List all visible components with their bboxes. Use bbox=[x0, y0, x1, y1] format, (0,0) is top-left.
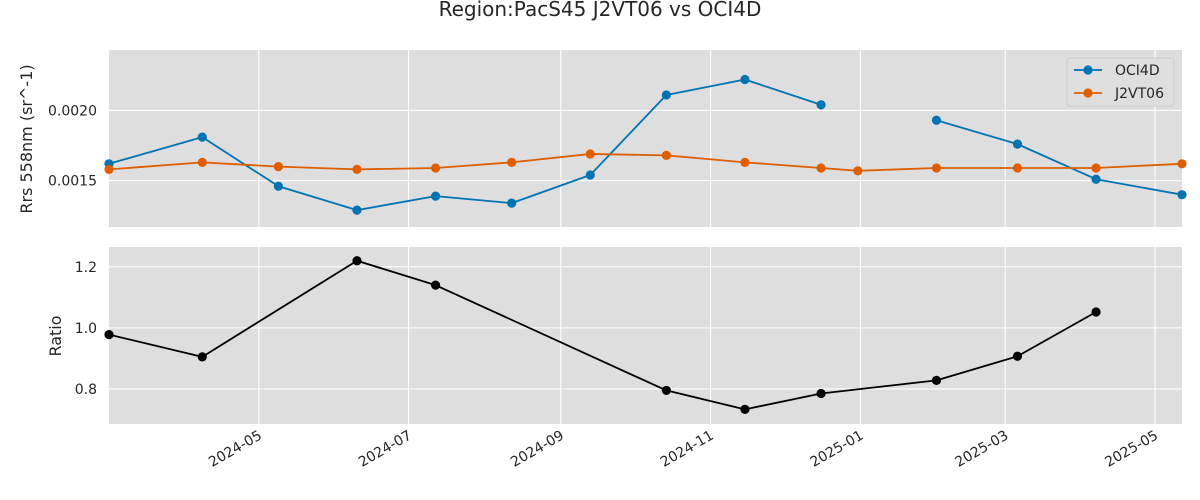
data-point-j2vt06 bbox=[1012, 163, 1023, 173]
top-panel-series bbox=[104, 74, 1187, 215]
legend: OCI4D J2VT06 bbox=[1066, 57, 1175, 107]
data-point-ratio bbox=[352, 256, 362, 266]
data-point-oci4d bbox=[816, 100, 826, 110]
series-line-oci4d bbox=[936, 119, 1183, 196]
data-point-ratio bbox=[931, 375, 942, 385]
bottom-panel: 0.8 1.0 1.2 Ratio bbox=[46, 247, 1182, 424]
data-point-ratio bbox=[816, 388, 826, 399]
data-point-j2vt06 bbox=[1177, 159, 1187, 169]
data-point-j2vt06 bbox=[197, 157, 207, 167]
data-point-j2vt06 bbox=[740, 157, 750, 167]
data-point-ratio bbox=[1091, 307, 1101, 317]
legend-j2vt06-label: J2VT06 bbox=[1114, 86, 1164, 102]
data-point-j2vt06 bbox=[931, 163, 942, 173]
data-point-oci4d bbox=[1091, 174, 1101, 184]
data-point-j2vt06 bbox=[1091, 163, 1101, 173]
data-point-ratio bbox=[740, 404, 750, 414]
top-panel: 0.0015 0.0020 Rrs 558nm (sr^-1) OCI4D J2V… bbox=[17, 50, 1187, 227]
x-tick-label: 2025-03 bbox=[953, 428, 1012, 471]
legend-oci4d-marker bbox=[1083, 65, 1093, 75]
data-point-j2vt06 bbox=[816, 163, 826, 173]
x-tick-label: 2024-11 bbox=[658, 428, 717, 471]
bottom-panel-background bbox=[109, 247, 1182, 424]
data-point-j2vt06 bbox=[853, 166, 863, 176]
data-point-ratio bbox=[430, 280, 441, 290]
data-point-j2vt06 bbox=[507, 157, 517, 167]
bottom-panel-y-axis-label: Ratio bbox=[46, 315, 65, 356]
x-tick-label: 2024-07 bbox=[356, 428, 415, 471]
data-point-j2vt06 bbox=[585, 149, 595, 159]
data-point-oci4d bbox=[273, 181, 284, 191]
data-point-j2vt06 bbox=[430, 163, 441, 173]
data-point-oci4d bbox=[197, 132, 207, 142]
bottom-panel-series bbox=[104, 256, 1101, 414]
data-point-ratio bbox=[197, 352, 207, 362]
legend-oci4d-label: OCI4D bbox=[1115, 63, 1160, 79]
data-point-oci4d bbox=[1012, 139, 1023, 149]
top-panel-y-ticks: 0.0015 0.0020 bbox=[48, 103, 97, 189]
bottom-panel-y-ticks: 0.8 1.0 1.2 bbox=[75, 260, 97, 398]
data-point-j2vt06 bbox=[104, 164, 114, 174]
chart-title: Region:PacS45 J2VT06 vs OCI4D bbox=[439, 0, 762, 21]
y-tick-label: 0.8 bbox=[75, 382, 97, 398]
series-line-ratio bbox=[108, 259, 1097, 411]
y-tick-label: 1.2 bbox=[75, 260, 97, 276]
data-point-j2vt06 bbox=[273, 162, 284, 172]
y-tick-label: 1.0 bbox=[75, 321, 97, 337]
y-tick-label: 0.0020 bbox=[48, 103, 97, 119]
data-point-j2vt06 bbox=[661, 150, 671, 160]
data-point-oci4d bbox=[585, 170, 595, 180]
x-tick-label: 2024-05 bbox=[206, 428, 265, 471]
top-panel-background bbox=[109, 50, 1182, 227]
top-panel-grid bbox=[109, 50, 1182, 227]
data-point-j2vt06 bbox=[352, 164, 362, 174]
top-panel-y-axis-label: Rrs 558nm (sr^-1) bbox=[17, 64, 36, 213]
legend-j2vt06-marker bbox=[1083, 88, 1093, 98]
x-axis-ticks: 2024-05 2024-07 2024-09 2024-11 2025-01 2025-… bbox=[206, 428, 1161, 471]
data-point-oci4d bbox=[430, 191, 441, 201]
series-line-oci4d bbox=[108, 78, 822, 212]
data-point-oci4d bbox=[1177, 190, 1187, 200]
data-point-ratio bbox=[104, 329, 114, 340]
x-tick-label: 2024-09 bbox=[508, 428, 567, 471]
y-tick-label: 0.0015 bbox=[48, 174, 97, 190]
data-point-oci4d bbox=[740, 74, 750, 85]
data-point-oci4d bbox=[661, 90, 671, 100]
data-point-ratio bbox=[661, 385, 671, 396]
bottom-panel-grid bbox=[109, 247, 1182, 424]
data-point-oci4d bbox=[931, 115, 942, 125]
data-point-ratio bbox=[1012, 351, 1023, 361]
x-tick-label: 2025-01 bbox=[808, 428, 867, 471]
data-point-oci4d bbox=[507, 198, 517, 208]
x-tick-label: 2025-05 bbox=[1102, 428, 1161, 471]
data-point-oci4d bbox=[352, 205, 362, 215]
